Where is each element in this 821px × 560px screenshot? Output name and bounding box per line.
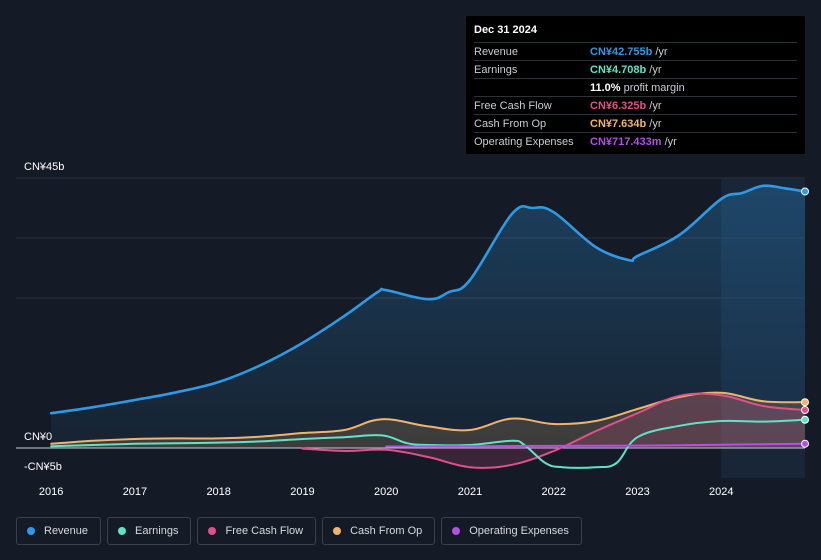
tooltip-row-label: Earnings [474,63,518,76]
tooltip-row: Revenue CN¥42.755b/yr [474,42,797,60]
free-cash-flow-endpoint [801,406,809,415]
legend-dot-icon [27,527,35,535]
cash-from-op-line [50,391,806,445]
legend-label: Cash From Op [350,525,423,537]
line-chart: 2016 2017 2018 2019 2020 2021 2022 2023 2024 CN¥… [16,161,809,498]
legend-item-free-cash-flow[interactable]: Free Cash Flow [197,517,317,545]
x-tick-label: 2020 [374,486,398,498]
tooltip-row-value: CN¥4.708b [590,63,647,76]
tooltip-row: 11.0% profit margin [474,78,797,96]
cash-from-op-area [51,392,805,448]
legend-label: Operating Expenses [469,525,569,537]
tooltip-row-unit: /yr [649,63,662,76]
tooltip-row: Earnings CN¥4.708b/yr [474,60,797,78]
legend-label: Free Cash Flow [225,525,304,537]
legend-label: Revenue [44,525,89,537]
legend-item-operating-expenses[interactable]: Operating Expenses [441,517,582,545]
operating-expenses-endpoint [801,439,809,448]
tooltip-row-unit: /yr [655,45,668,58]
legend-dot-icon [452,527,461,535]
y-tick-label-bottom: -CN¥5b [24,461,62,473]
tooltip-row-value: CN¥717.433m [590,135,662,148]
x-tick-label: 2016 [39,486,63,498]
x-tick-label: 2017 [123,486,147,498]
tooltip-row-unit: /yr [664,135,677,148]
cash-from-op-endpoint [801,398,809,407]
tooltip-row-value: CN¥6.325b [590,99,647,112]
tooltip-row-value: CN¥42.755b [590,45,653,58]
tooltip-row: Operating Expenses CN¥717.433m/yr [474,132,797,150]
tooltip-row-value: CN¥7.634b [590,117,647,130]
tooltip-row-label: Operating Expenses [474,135,574,148]
tooltip-panel: Dec 31 2024 Revenue CN¥42.755b/yr Earnings… [466,16,805,154]
legend-item-cash-from-op[interactable]: Cash From Op [322,517,436,545]
tooltip-row: Cash From Op CN¥7.634b/yr [474,114,797,132]
tooltip-row-unit: profit margin [623,81,685,94]
legend-dot-icon [333,527,342,535]
tooltip-row: Free Cash Flow CN¥6.325b/yr [474,96,797,114]
tooltip-row-label: Revenue [474,45,519,58]
tooltip-row-unit: /yr [649,99,662,112]
earnings-line [50,418,806,469]
x-tick-label: 2022 [541,486,565,498]
x-tick-label: 2019 [290,486,314,498]
earnings-endpoint [801,415,809,424]
x-tick-label: 2024 [709,486,733,498]
legend-dot-icon [208,527,217,535]
free-cash-flow-area [302,393,805,468]
operating-expenses-line [385,442,806,448]
legend-dot-icon [118,527,127,535]
tooltip-row-unit: /yr [649,117,662,130]
free-cash-flow-line [301,392,806,469]
tooltip-row-value: 11.0% [590,81,621,94]
revenue-line [49,184,807,415]
legend-item-earnings[interactable]: Earnings [107,517,192,545]
legend: Revenue Earnings Free Cash Flow Cash From O… [16,517,582,545]
x-tick-label: 2021 [458,486,482,498]
x-tick-label: 2018 [206,486,230,498]
tooltip-row-label: Cash From Op [474,117,547,130]
legend-label: Earnings [135,525,179,537]
revenue-endpoint [801,187,809,196]
tooltip-row-label: Free Cash Flow [474,99,552,112]
revenue-area [51,185,805,448]
legend-item-revenue[interactable]: Revenue [16,517,102,545]
y-tick-label-zero: CN¥0 [24,431,52,443]
tooltip-date: Dec 31 2024 [474,24,537,36]
x-tick-label: 2023 [625,486,649,498]
y-tick-label-top: CN¥45b [24,161,64,173]
